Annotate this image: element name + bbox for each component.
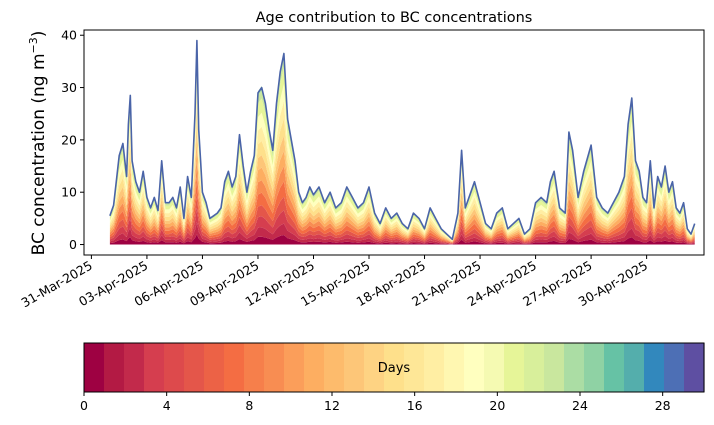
colorbar-swatch — [424, 343, 445, 392]
x-axis: 31-Mar-202503-Apr-202506-Apr-202509-Apr-… — [19, 255, 650, 310]
colorbar-tick-label: 12 — [324, 398, 340, 413]
colorbar-swatch — [104, 343, 125, 392]
colorbar — [84, 343, 705, 392]
colorbar-swatch — [364, 343, 385, 392]
colorbar-swatch — [464, 343, 485, 392]
age-band-area-1 — [109, 222, 695, 245]
colorbar-swatch — [144, 343, 165, 392]
colorbar-swatch — [324, 343, 345, 392]
colorbar-swatch — [264, 343, 285, 392]
svg-text:BC concentration (ng m−3): BC concentration (ng m−3) — [27, 31, 49, 256]
age-band-area-0 — [109, 234, 695, 245]
colorbar-tick-label: 28 — [655, 398, 671, 413]
colorbar-swatch — [344, 343, 365, 392]
colorbar-tick-label: 8 — [245, 398, 253, 413]
colorbar-swatch — [184, 343, 205, 392]
colorbar-swatch — [444, 343, 465, 392]
y-tick-label: 10 — [61, 185, 77, 200]
colorbar-swatch — [624, 343, 645, 392]
colorbar-tick-label: 16 — [407, 398, 423, 413]
colorbar-swatch — [644, 343, 665, 392]
y-tick-label: 40 — [61, 28, 77, 43]
y-axis-label-exponent: −3 — [27, 37, 40, 53]
colorbar-tick-label: 4 — [163, 398, 171, 413]
colorbar-swatch — [544, 343, 565, 392]
colorbar-swatch — [564, 343, 585, 392]
y-tick-label: 30 — [61, 80, 77, 95]
total-series-line — [109, 39, 696, 241]
age-band-areas — [109, 38, 695, 245]
y-tick-label: 0 — [69, 237, 77, 252]
colorbar-swatch — [284, 343, 305, 392]
colorbar-swatch — [484, 343, 505, 392]
colorbar-frame — [83, 342, 705, 393]
colorbar-swatch — [504, 343, 525, 392]
colorbar-swatch — [244, 343, 265, 392]
colorbar-swatch — [304, 343, 325, 392]
colorbar-tick-label: 24 — [572, 398, 588, 413]
y-axis-label-close: ) — [29, 31, 49, 38]
colorbar-swatch — [224, 343, 245, 392]
total-series-group — [109, 39, 696, 241]
colorbar-swatch — [664, 343, 685, 392]
colorbar-swatch — [584, 343, 605, 392]
y-axis-label-main: BC concentration (ng m — [29, 53, 49, 255]
colorbar-swatch — [404, 343, 425, 392]
y-tick-label: 20 — [61, 132, 77, 147]
colorbar-swatch — [384, 343, 405, 392]
colorbar-swatch — [204, 343, 225, 392]
colorbar-swatch — [124, 343, 145, 392]
y-axis-label: BC concentration (ng m−3) — [27, 31, 49, 256]
plot-frame — [83, 29, 705, 256]
colorbar-tick-label: 0 — [80, 398, 88, 413]
chart-title: Age contribution to BC concentrations — [256, 10, 533, 26]
colorbar-swatch — [604, 343, 625, 392]
colorbar-label: Days — [378, 361, 411, 376]
colorbar-swatch — [524, 343, 545, 392]
colorbar-axis: 0 4 8 12 16 20 24 28 — [80, 392, 671, 413]
colorbar-swatch — [84, 343, 105, 392]
y-axis: 0 10 20 30 40 — [61, 28, 84, 252]
colorbar-tick-label: 20 — [489, 398, 505, 413]
colorbar-swatch — [164, 343, 185, 392]
colorbar-swatch — [684, 343, 705, 392]
